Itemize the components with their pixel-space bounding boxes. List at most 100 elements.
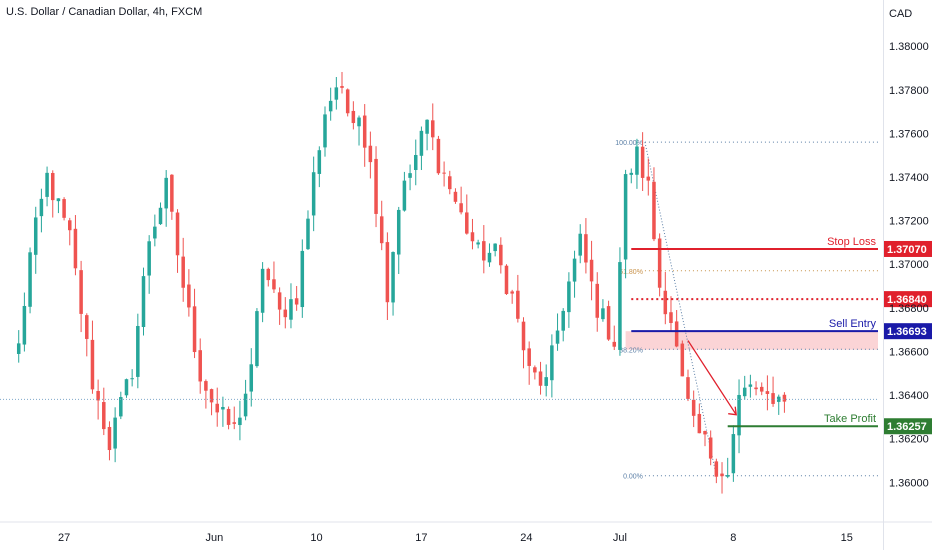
time-axis[interactable]: 27 Jun 10 17 24 Jul 8 15 bbox=[58, 532, 853, 544]
candle-body bbox=[136, 325, 140, 377]
candle-body bbox=[493, 243, 497, 252]
candle-body bbox=[16, 343, 21, 354]
candle-body bbox=[50, 172, 55, 201]
candle-body bbox=[640, 146, 645, 178]
x-tick-label: 17 bbox=[415, 532, 427, 544]
fib-level-label: 0.00% bbox=[623, 474, 643, 481]
candle-body bbox=[703, 430, 707, 435]
candle-body bbox=[379, 216, 384, 244]
y-tick-label: 1.36200 bbox=[889, 434, 929, 446]
candle-body bbox=[45, 172, 49, 197]
candle-body bbox=[533, 367, 537, 373]
candle-body bbox=[578, 233, 582, 256]
candle-body bbox=[28, 252, 32, 307]
candle-body bbox=[62, 199, 66, 218]
sell-entry-price-badge bbox=[884, 323, 932, 340]
x-tick-label: 10 bbox=[310, 532, 322, 544]
fib-level-label: 38.20% bbox=[619, 347, 643, 354]
candle-body bbox=[431, 120, 435, 138]
levels-layer: Stop Loss 1.37070 Sell Entry 1.36693 Take Pr… bbox=[0, 236, 932, 435]
candle-body bbox=[465, 212, 469, 234]
candle-body bbox=[516, 290, 520, 319]
fib-level-label: 100.00% bbox=[615, 140, 643, 147]
candle-body bbox=[436, 138, 441, 174]
candle-body bbox=[686, 377, 690, 399]
candle-body bbox=[340, 86, 344, 88]
candle-body bbox=[601, 308, 605, 320]
candle-body bbox=[328, 100, 333, 112]
candle-body bbox=[448, 176, 452, 190]
candle-body bbox=[459, 203, 463, 213]
candle-body bbox=[289, 299, 293, 320]
y-tick-label: 1.36600 bbox=[889, 346, 929, 358]
candle-body bbox=[669, 312, 673, 324]
candle-body bbox=[158, 207, 163, 225]
candle-body bbox=[765, 391, 770, 394]
candle-body bbox=[487, 252, 492, 263]
candle-body bbox=[68, 220, 72, 231]
candle-body bbox=[260, 268, 265, 313]
price-axis[interactable]: 1.38000 1.37800 1.37600 1.37400 1.37200 1.370… bbox=[889, 41, 929, 489]
candle-body bbox=[368, 145, 373, 163]
candle-body bbox=[232, 422, 237, 424]
candle-body bbox=[181, 256, 185, 288]
candle-body bbox=[561, 310, 565, 331]
candle-body bbox=[453, 191, 458, 202]
candle-body bbox=[85, 315, 89, 339]
candle-body bbox=[266, 268, 271, 281]
candle-body bbox=[748, 384, 753, 387]
sell-zone-layer bbox=[625, 331, 878, 350]
x-tick-label: 8 bbox=[730, 532, 736, 544]
x-tick-label: 24 bbox=[520, 532, 532, 544]
candle-body bbox=[618, 262, 622, 350]
candle-body bbox=[510, 291, 514, 294]
pending-level-price-badge bbox=[884, 291, 932, 308]
candle-body bbox=[595, 283, 600, 318]
candle-body bbox=[550, 345, 554, 381]
fibonacci-layer: 100.00% 61.80% 38.20% 0.00% bbox=[615, 140, 878, 481]
candle-body bbox=[544, 377, 548, 386]
candle-body bbox=[737, 394, 741, 436]
y-tick-label: 1.38000 bbox=[889, 41, 929, 53]
currency-label[interactable]: CAD bbox=[889, 8, 912, 20]
candle-body bbox=[374, 158, 378, 214]
candle-body bbox=[317, 150, 322, 174]
candle-body bbox=[646, 176, 651, 181]
candle-body bbox=[33, 217, 38, 255]
candle-body bbox=[73, 228, 78, 269]
candle-body bbox=[652, 181, 656, 240]
candle-body bbox=[198, 350, 202, 382]
x-tick-label: 27 bbox=[58, 532, 70, 544]
candle-body bbox=[476, 242, 480, 245]
candle-body bbox=[215, 403, 219, 413]
x-tick-label: 15 bbox=[841, 532, 853, 544]
candle-body bbox=[759, 386, 764, 392]
candle-body bbox=[482, 241, 486, 261]
candle-body bbox=[635, 146, 639, 175]
candle-body bbox=[345, 89, 350, 114]
candle-body bbox=[612, 341, 617, 347]
candle-body bbox=[470, 232, 475, 242]
y-tick-label: 1.37800 bbox=[889, 85, 929, 97]
projection-arrow bbox=[687, 340, 737, 416]
candle-body bbox=[192, 306, 197, 353]
candle-body bbox=[300, 250, 305, 308]
candle-body bbox=[425, 119, 429, 134]
candle-body bbox=[606, 306, 611, 340]
candle-body bbox=[175, 212, 180, 256]
candle-body bbox=[130, 378, 134, 380]
y-tick-label: 1.37200 bbox=[889, 216, 929, 228]
candle-body bbox=[22, 305, 27, 345]
candle-body bbox=[170, 174, 174, 212]
candle-body bbox=[221, 406, 225, 410]
candle-body bbox=[691, 399, 696, 416]
candles-layer bbox=[16, 71, 787, 494]
pending-level-price-text: 1.36840 bbox=[887, 294, 927, 306]
sell-entry-label: Sell Entry bbox=[829, 318, 877, 330]
candle-body bbox=[187, 284, 191, 308]
stop-loss-price-text: 1.37070 bbox=[887, 244, 927, 256]
candle-body bbox=[277, 292, 282, 310]
candle-body bbox=[776, 396, 781, 402]
